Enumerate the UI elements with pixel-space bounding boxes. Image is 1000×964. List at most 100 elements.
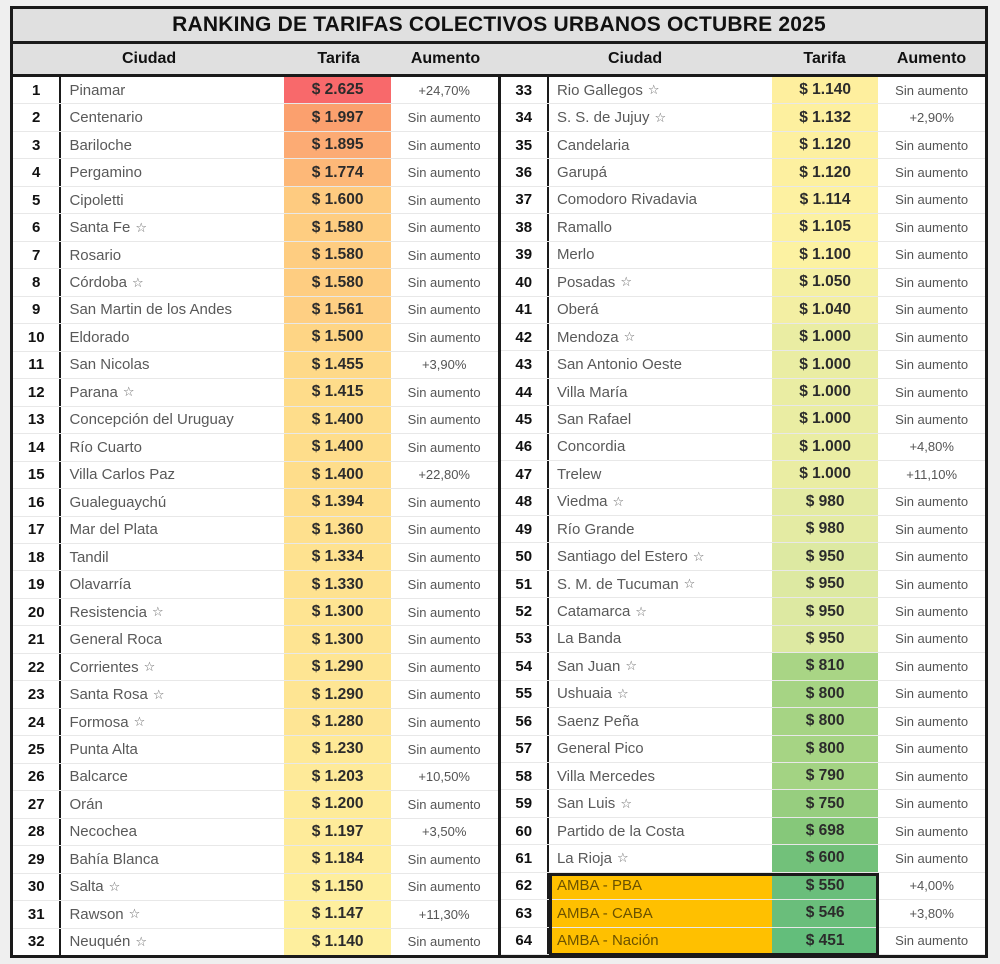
- table-row[interactable]: 27 Orán $ 1.200 Sin aumento: [13, 791, 498, 819]
- row-city: Resistencia ☆: [61, 598, 285, 626]
- row-aumento: +11,10%: [878, 461, 985, 488]
- row-city-label: Comodoro Rivadavia: [556, 191, 698, 209]
- row-city-label: Resistencia: [69, 603, 147, 621]
- table-row[interactable]: 39 Merlo $ 1.100 Sin aumento: [500, 241, 985, 270]
- table-row[interactable]: 37 Comodoro Rivadavia $ 1.114 Sin aumento: [500, 186, 985, 215]
- row-city: Olavarría: [61, 571, 285, 598]
- table-row[interactable]: 28 Necochea $ 1.197 +3,50%: [13, 818, 498, 847]
- table-row[interactable]: 48 Viedma ☆ $ 980 Sin aumento: [500, 488, 985, 516]
- row-rank: 51: [500, 570, 549, 598]
- table-row[interactable]: 30 Salta ☆ $ 1.150 Sin aumento: [13, 873, 498, 902]
- row-city: Salta ☆: [61, 873, 285, 901]
- row-aumento: Sin aumento: [390, 516, 498, 543]
- table-row[interactable]: 56 Saenz Peña $ 800 Sin aumento: [500, 708, 985, 736]
- row-aumento: Sin aumento: [390, 269, 498, 296]
- table-row[interactable]: 58 Villa Mercedes $ 790 Sin aumento: [500, 762, 985, 791]
- table-row[interactable]: 26 Balcarce $ 1.203 +10,50%: [13, 763, 498, 792]
- table-row[interactable]: 4 Pergamino $ 1.774 Sin aumento: [13, 159, 498, 187]
- table-row[interactable]: 64 AMBA - Nación $ 451 Sin aumento: [500, 927, 985, 955]
- row-aumento: +22,80%: [390, 461, 498, 489]
- row-tarifa: $ 1.120: [771, 131, 879, 159]
- row-city: Villa Carlos Paz: [61, 461, 285, 489]
- table-row[interactable]: 22 Corrientes ☆ $ 1.290 Sin aumento: [13, 653, 498, 682]
- table-row[interactable]: 62 AMBA - PBA $ 550 +4,00%: [500, 872, 985, 901]
- table-row[interactable]: 50 Santiago del Estero ☆ $ 950 Sin aumento: [500, 543, 985, 571]
- table-row[interactable]: 10 Eldorado $ 1.500 Sin aumento: [13, 324, 498, 352]
- table-row[interactable]: 59 San Luis ☆ $ 750 Sin aumento: [500, 790, 985, 818]
- table-row[interactable]: 20 Resistencia ☆ $ 1.300 Sin aumento: [13, 598, 498, 627]
- row-rank: 39: [500, 241, 549, 269]
- table-row[interactable]: 7 Rosario $ 1.580 Sin aumento: [13, 241, 498, 270]
- row-city: General Pico: [548, 735, 772, 762]
- table-row[interactable]: 43 San Antonio Oeste $ 1.000 Sin aumento: [500, 351, 985, 379]
- row-tarifa: $ 1.105: [771, 214, 879, 241]
- table-row[interactable]: 6 Santa Fe ☆ $ 1.580 Sin aumento: [13, 214, 498, 242]
- table-row[interactable]: 31 Rawson ☆ $ 1.147 +11,30%: [13, 901, 498, 929]
- table-row[interactable]: 19 Olavarría $ 1.330 Sin aumento: [13, 571, 498, 599]
- table-row[interactable]: 2 Centenario $ 1.997 Sin aumento: [13, 104, 498, 132]
- table-row[interactable]: 8 Córdoba ☆ $ 1.580 Sin aumento: [13, 269, 498, 297]
- table-row[interactable]: 54 San Juan ☆ $ 810 Sin aumento: [500, 653, 985, 681]
- row-city: Bariloche: [61, 131, 285, 159]
- table-row[interactable]: 29 Bahía Blanca $ 1.184 Sin aumento: [13, 846, 498, 874]
- table-row[interactable]: 12 Parana ☆ $ 1.415 Sin aumento: [13, 379, 498, 407]
- table-row[interactable]: 32 Neuquén ☆ $ 1.140 Sin aumento: [13, 928, 498, 955]
- table-row[interactable]: 23 Santa Rosa ☆ $ 1.290 Sin aumento: [13, 681, 498, 709]
- table-row[interactable]: 13 Concepción del Uruguay $ 1.400 Sin aumen…: [13, 406, 498, 435]
- table-row[interactable]: 3 Bariloche $ 1.895 Sin aumento: [13, 131, 498, 160]
- table-row[interactable]: 55 Ushuaia ☆ $ 800 Sin aumento: [500, 680, 985, 709]
- table-row[interactable]: 45 San Rafael $ 1.000 Sin aumento: [500, 406, 985, 434]
- row-city: Trelew: [548, 461, 772, 488]
- row-aumento: Sin aumento: [878, 598, 985, 625]
- table-row[interactable]: 15 Villa Carlos Paz $ 1.400 +22,80%: [13, 461, 498, 490]
- table-row[interactable]: 11 San Nicolas $ 1.455 +3,90%: [13, 351, 498, 380]
- table-row[interactable]: 25 Punta Alta $ 1.230 Sin aumento: [13, 736, 498, 764]
- table-row[interactable]: 18 Tandil $ 1.334 Sin aumento: [13, 543, 498, 572]
- table-row[interactable]: 16 Gualeguaychú $ 1.394 Sin aumento: [13, 489, 498, 517]
- table-row[interactable]: 61 La Rioja ☆ $ 600 Sin aumento: [500, 845, 985, 873]
- row-city-label: Río Grande: [556, 520, 635, 538]
- table-row[interactable]: 17 Mar del Plata $ 1.360 Sin aumento: [13, 516, 498, 544]
- row-tarifa: $ 1.150: [284, 873, 391, 901]
- row-city: Centenario: [61, 104, 285, 131]
- row-city-label: Villa Mercedes: [556, 767, 656, 785]
- row-aumento: Sin aumento: [390, 928, 498, 955]
- row-aumento: Sin aumento: [878, 543, 985, 570]
- table-row[interactable]: 49 Río Grande $ 980 Sin aumento: [500, 516, 985, 544]
- table-row[interactable]: 35 Candelaria $ 1.120 Sin aumento: [500, 131, 985, 160]
- row-rank: 34: [500, 104, 549, 131]
- table-row[interactable]: 44 Villa María $ 1.000 Sin aumento: [500, 378, 985, 407]
- table-row[interactable]: 53 La Banda $ 950 Sin aumento: [500, 625, 985, 654]
- row-tarifa: $ 750: [771, 790, 879, 817]
- table-row[interactable]: 46 Concordia $ 1.000 +4,80%: [500, 433, 985, 462]
- table-row[interactable]: 41 Oberá $ 1.040 Sin aumento: [500, 296, 985, 324]
- row-tarifa: $ 546: [771, 900, 879, 927]
- table-row[interactable]: 47 Trelew $ 1.000 +11,10%: [500, 461, 985, 489]
- table-row[interactable]: 42 Mendoza ☆ $ 1.000 Sin aumento: [500, 323, 985, 352]
- table-row[interactable]: 34 S. S. de Jujuy ☆ $ 1.132 +2,90%: [500, 104, 985, 132]
- table-row[interactable]: 5 Cipoletti $ 1.600 Sin aumento: [13, 186, 498, 215]
- table-row[interactable]: 52 Catamarca ☆ $ 950 Sin aumento: [500, 598, 985, 626]
- ranking-table-right: 33 Rio Gallegos ☆ $ 1.140 Sin aumento 34 S. S.…: [500, 77, 985, 956]
- table-row[interactable]: 36 Garupá $ 1.120 Sin aumento: [500, 159, 985, 187]
- capital-star-icon: ☆: [620, 795, 632, 811]
- row-aumento: Sin aumento: [878, 817, 985, 845]
- table-row[interactable]: 21 General Roca $ 1.300 Sin aumento: [13, 626, 498, 654]
- table-row[interactable]: 24 Formosa ☆ $ 1.280 Sin aumento: [13, 708, 498, 737]
- row-city-label: Salta: [69, 878, 104, 896]
- table-row[interactable]: 33 Rio Gallegos ☆ $ 1.140 Sin aumento: [500, 77, 985, 105]
- row-aumento: Sin aumento: [878, 680, 985, 708]
- row-tarifa: $ 800: [771, 680, 879, 708]
- row-tarifa: $ 1.184: [284, 846, 391, 873]
- table-row[interactable]: 60 Partido de la Costa $ 698 Sin aumento: [500, 817, 985, 846]
- table-row[interactable]: 40 Posadas ☆ $ 1.050 Sin aumento: [500, 269, 985, 297]
- table-row[interactable]: 38 Ramallo $ 1.105 Sin aumento: [500, 214, 985, 242]
- table-row[interactable]: 1 Pinamar $ 2.625 +24,70%: [13, 77, 498, 105]
- row-city: Eldorado: [61, 324, 285, 351]
- table-row[interactable]: 14 Río Cuarto $ 1.400 Sin aumento: [13, 434, 498, 462]
- row-city: Mendoza ☆: [548, 323, 772, 351]
- table-row[interactable]: 63 AMBA - CABA $ 546 +3,80%: [500, 900, 985, 928]
- table-row[interactable]: 9 San Martin de los Andes $ 1.561 Sin aumen…: [13, 296, 498, 325]
- table-row[interactable]: 57 General Pico $ 800 Sin aumento: [500, 735, 985, 763]
- table-row[interactable]: 51 S. M. de Tucuman ☆ $ 950 Sin aumento: [500, 570, 985, 599]
